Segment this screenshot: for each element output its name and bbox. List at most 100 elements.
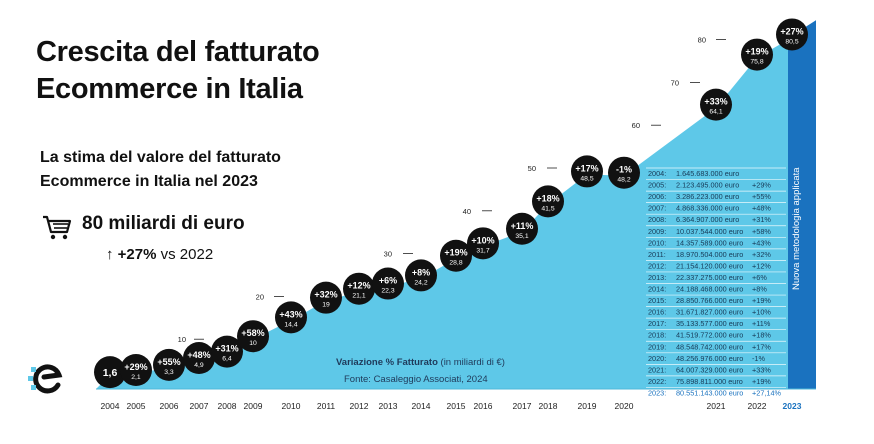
up-arrow-icon: ↑ [106,246,114,263]
table-year: 2018: [648,331,666,340]
bubble-2005 [120,354,152,387]
y-axis-ticks: 10 20 30 40 50 60 70 80 [178,36,726,344]
area-fill-2023 [788,20,816,390]
table-change: +31% [752,215,771,224]
bubble-2018 [532,185,564,218]
table-change: +11% [752,319,771,328]
bubble-2006 [153,348,185,381]
bubble-value: 14,4 [284,321,297,328]
bubble-percent: +32% [314,290,337,300]
table-change: +55% [752,192,771,201]
bubble-2014 [405,259,437,292]
x-tick-label: 2005 [127,401,146,411]
table-amount: 14.357.589.000 euro [676,238,743,247]
bubble-percent: +12% [347,281,370,291]
x-tick-label: 2014 [412,401,431,411]
bubble-value: 22,3 [381,288,394,295]
table-change: +8% [752,285,767,294]
bubble-2011 [310,281,342,314]
area-series [96,20,816,390]
table-guide-lines [646,167,786,388]
bubble-value: 64,1 [709,109,722,116]
table-year: 2009: [648,227,666,236]
table-change: +48% [752,204,771,213]
table-year: 2019: [648,342,666,351]
table-amount: 28.850.766.000 euro [676,296,743,305]
bubble-percent: +10% [471,235,494,245]
headline-value: 80 miliardi di euro [82,213,245,234]
table-change: +32% [752,250,771,259]
x-tick-label: 2016 [474,401,493,411]
table-year: 2017: [648,319,666,328]
x-tick-label: 2010 [282,401,301,411]
headline-delta: ↑ +27% vs 2022 [106,246,213,263]
x-tick-label: 2013 [379,401,398,411]
caption-unit: (in miliardi di €) [440,357,505,368]
table-change: +10% [752,308,771,317]
table-year: 2023: [648,388,666,397]
bubble-percent: +19% [444,248,467,258]
table-amount: 22.337.275.000 euro [676,273,743,282]
table-year: 2022: [648,377,666,386]
table-year: 2020: [648,354,666,363]
table-change: +27,14% [752,388,782,397]
bubble-percent: +29% [124,362,147,372]
bubble-percent: +48% [187,350,210,360]
table-amount: 1.645.683.000 euro [676,169,739,178]
bubble-value: 24,2 [414,279,427,286]
methodology-note: Nuova metodologia applicata [791,167,802,290]
table-change: +58% [752,227,771,236]
table-change: +6% [752,273,767,282]
x-tick-label: 2012 [350,401,369,411]
x-tick-label: 2004 [101,401,120,411]
bubble-percent: +31% [215,344,238,354]
y-tick-label: 40 [463,207,471,216]
bubble-labels: 1,6 +29% 2,1 +55% 3,3 +48% 4,9 +31% 6,4 +58% 10 +43… [94,18,808,389]
table-year: 2016: [648,308,666,317]
title-line-2: Ecommerce in Italia [36,73,303,105]
table-amount: 75.898.811.000 euro [676,377,743,386]
table-year: 2011: [648,250,666,259]
table-change: +18% [752,331,771,340]
table-amount: 10.037.544.000 euro [676,227,743,236]
bubble-percent: +11% [511,221,534,231]
brand-logo [28,364,63,394]
shopping-cart-icon [43,215,72,240]
x-tick-label: 2018 [539,401,558,411]
bubble-2008 [211,335,243,368]
bubble-2022 [741,38,773,71]
bubble-percent: +8% [412,267,430,277]
y-tick-label: 30 [384,250,392,259]
y-tick-label: 80 [698,36,706,45]
table-amount: 48.548.742.000 euro [676,342,743,351]
bubble-value: 31,7 [476,247,489,254]
table-amount: 21.154.120.000 euro [676,261,743,270]
table-amount: 35.133.577.000 euro [676,319,743,328]
bubble-2019 [571,155,603,188]
table-amount: 80.551.143.000 euro [676,388,743,397]
table-change: -1% [752,354,765,363]
bubble-percent: +6% [379,276,397,286]
bubble-value: 2,1 [131,374,141,381]
bubble-value: 75,8 [750,59,763,66]
x-tick-label: 2009 [244,401,263,411]
table-year: 2007: [648,204,666,213]
bubble-value: 80,5 [785,38,798,45]
bubble-value: 21,1 [352,293,365,300]
table-year: 2012: [648,261,666,270]
table-change: +43% [752,238,771,247]
bubble-value: 6,4 [222,356,232,363]
bubble-percent: +18% [536,193,559,203]
table-change: +19% [752,377,771,386]
x-tick-label: 2007 [190,401,209,411]
x-tick-label: 2021 [707,401,726,411]
table-change: +17% [752,342,771,351]
y-tick-label: 50 [528,164,536,173]
y-tick-label: 70 [671,78,679,87]
table-year: 2014: [648,285,666,294]
x-tick-label: 2020 [615,401,634,411]
table-year: 2013: [648,273,666,282]
table-change: +19% [752,296,771,305]
table-amount: 6.364.907.000 euro [676,215,739,224]
